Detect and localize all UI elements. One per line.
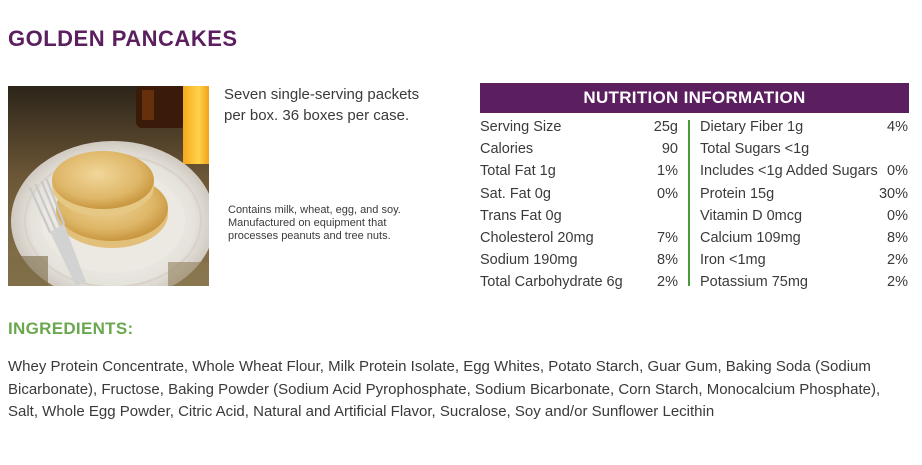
nutrition-row: Total Fat 1g 1%	[480, 160, 678, 182]
nutrition-right-column: Dietary Fiber 1g 4% Total Sugars <1g Incl…	[686, 116, 908, 294]
product-title: GOLDEN PANCAKES	[8, 26, 238, 51]
nutrient-value: 0%	[887, 163, 908, 180]
nutrition-row: Calcium 109mg 8%	[700, 227, 908, 249]
nutrient-value: 90	[661, 141, 678, 158]
nutrient-value: 0%	[887, 207, 908, 224]
nutrition-row: Protein 15g 30%	[700, 183, 908, 205]
nutrition-left-column: Serving Size 25g Calories 90 Total Fat 1g 1…	[480, 116, 678, 294]
ingredients-title: INGREDIENTS:	[8, 319, 134, 338]
nutrition-row: Calories 90	[480, 138, 678, 160]
nutrition-divider	[688, 120, 690, 286]
nutrient-value: 2%	[657, 274, 678, 291]
nutrition-row: Iron <1mg 2%	[700, 249, 908, 271]
nutrient-label: Total Fat 1g	[480, 163, 556, 180]
nutrient-value: 8%	[887, 229, 908, 246]
product-description: Seven single-serving packets per box. 36…	[224, 86, 420, 124]
nutrition-row: Total Carbohydrate 6g 2%	[480, 271, 678, 293]
nutrition-row: Trans Fat 0g	[480, 205, 678, 227]
nutrition-row: Sodium 190mg 8%	[480, 249, 678, 271]
nutrient-value: 30%	[878, 185, 908, 202]
nutrient-label: Protein 15g	[700, 185, 775, 202]
nutrient-value: 2%	[887, 274, 908, 291]
nutrition-row: Total Sugars <1g	[700, 138, 908, 160]
nutrition-row: Potassium 75mg 2%	[700, 271, 908, 293]
nutrient-label: Vitamin D 0mcg	[700, 207, 803, 224]
nutrition-row: Dietary Fiber 1g 4%	[700, 116, 908, 138]
nutrient-label: Total Carbohydrate 6g	[480, 274, 623, 291]
nutrient-label: Trans Fat 0g	[480, 207, 562, 224]
ingredients-text: Whey Protein Concentrate, Whole Wheat Fl…	[8, 358, 881, 420]
nutrient-label: Sodium 190mg	[480, 252, 578, 269]
pancake-photo	[8, 86, 209, 286]
nutrient-label: Potassium 75mg	[700, 274, 808, 291]
nutrient-value: 8%	[657, 252, 678, 269]
nutrition-row: Sat. Fat 0g 0%	[480, 183, 678, 205]
nutrition-header: NUTRITION INFORMATION	[480, 83, 909, 113]
nutrition-columns: Serving Size 25g Calories 90 Total Fat 1g 1…	[480, 116, 909, 294]
nutrient-label: Dietary Fiber 1g	[700, 119, 804, 135]
nutrient-value: 1%	[657, 163, 678, 180]
nutrient-value: 2%	[887, 252, 908, 269]
nutrient-label: Cholesterol 20mg	[480, 229, 594, 246]
nutrient-label: Total Sugars <1g	[700, 141, 810, 158]
nutrition-row: Cholesterol 20mg 7%	[480, 227, 678, 249]
nutrient-label: Sat. Fat 0g	[480, 185, 551, 202]
nutrient-value: 0%	[657, 185, 678, 202]
nutrient-label: Iron <1mg	[700, 252, 766, 269]
allergen-note: Contains milk, wheat, egg, and soy. Manu…	[228, 204, 401, 242]
nutrition-row: Vitamin D 0mcg 0%	[700, 205, 908, 227]
nutrient-label: Serving Size	[480, 119, 562, 135]
nutrient-value: 25g	[653, 119, 678, 135]
nutrient-value: 7%	[657, 229, 678, 246]
nutrient-label: Calories	[480, 141, 534, 158]
nutrient-value: 4%	[887, 119, 908, 135]
nutrient-label: Calcium 109mg	[700, 229, 801, 246]
nutrient-label: Includes <1g Added Sugars	[700, 163, 878, 180]
nutrition-row: Includes <1g Added Sugars 0%	[700, 160, 908, 182]
nutrition-panel: NUTRITION INFORMATION Serving Size 25g Ca…	[480, 83, 909, 294]
nutrition-row: Serving Size 25g	[480, 116, 678, 138]
